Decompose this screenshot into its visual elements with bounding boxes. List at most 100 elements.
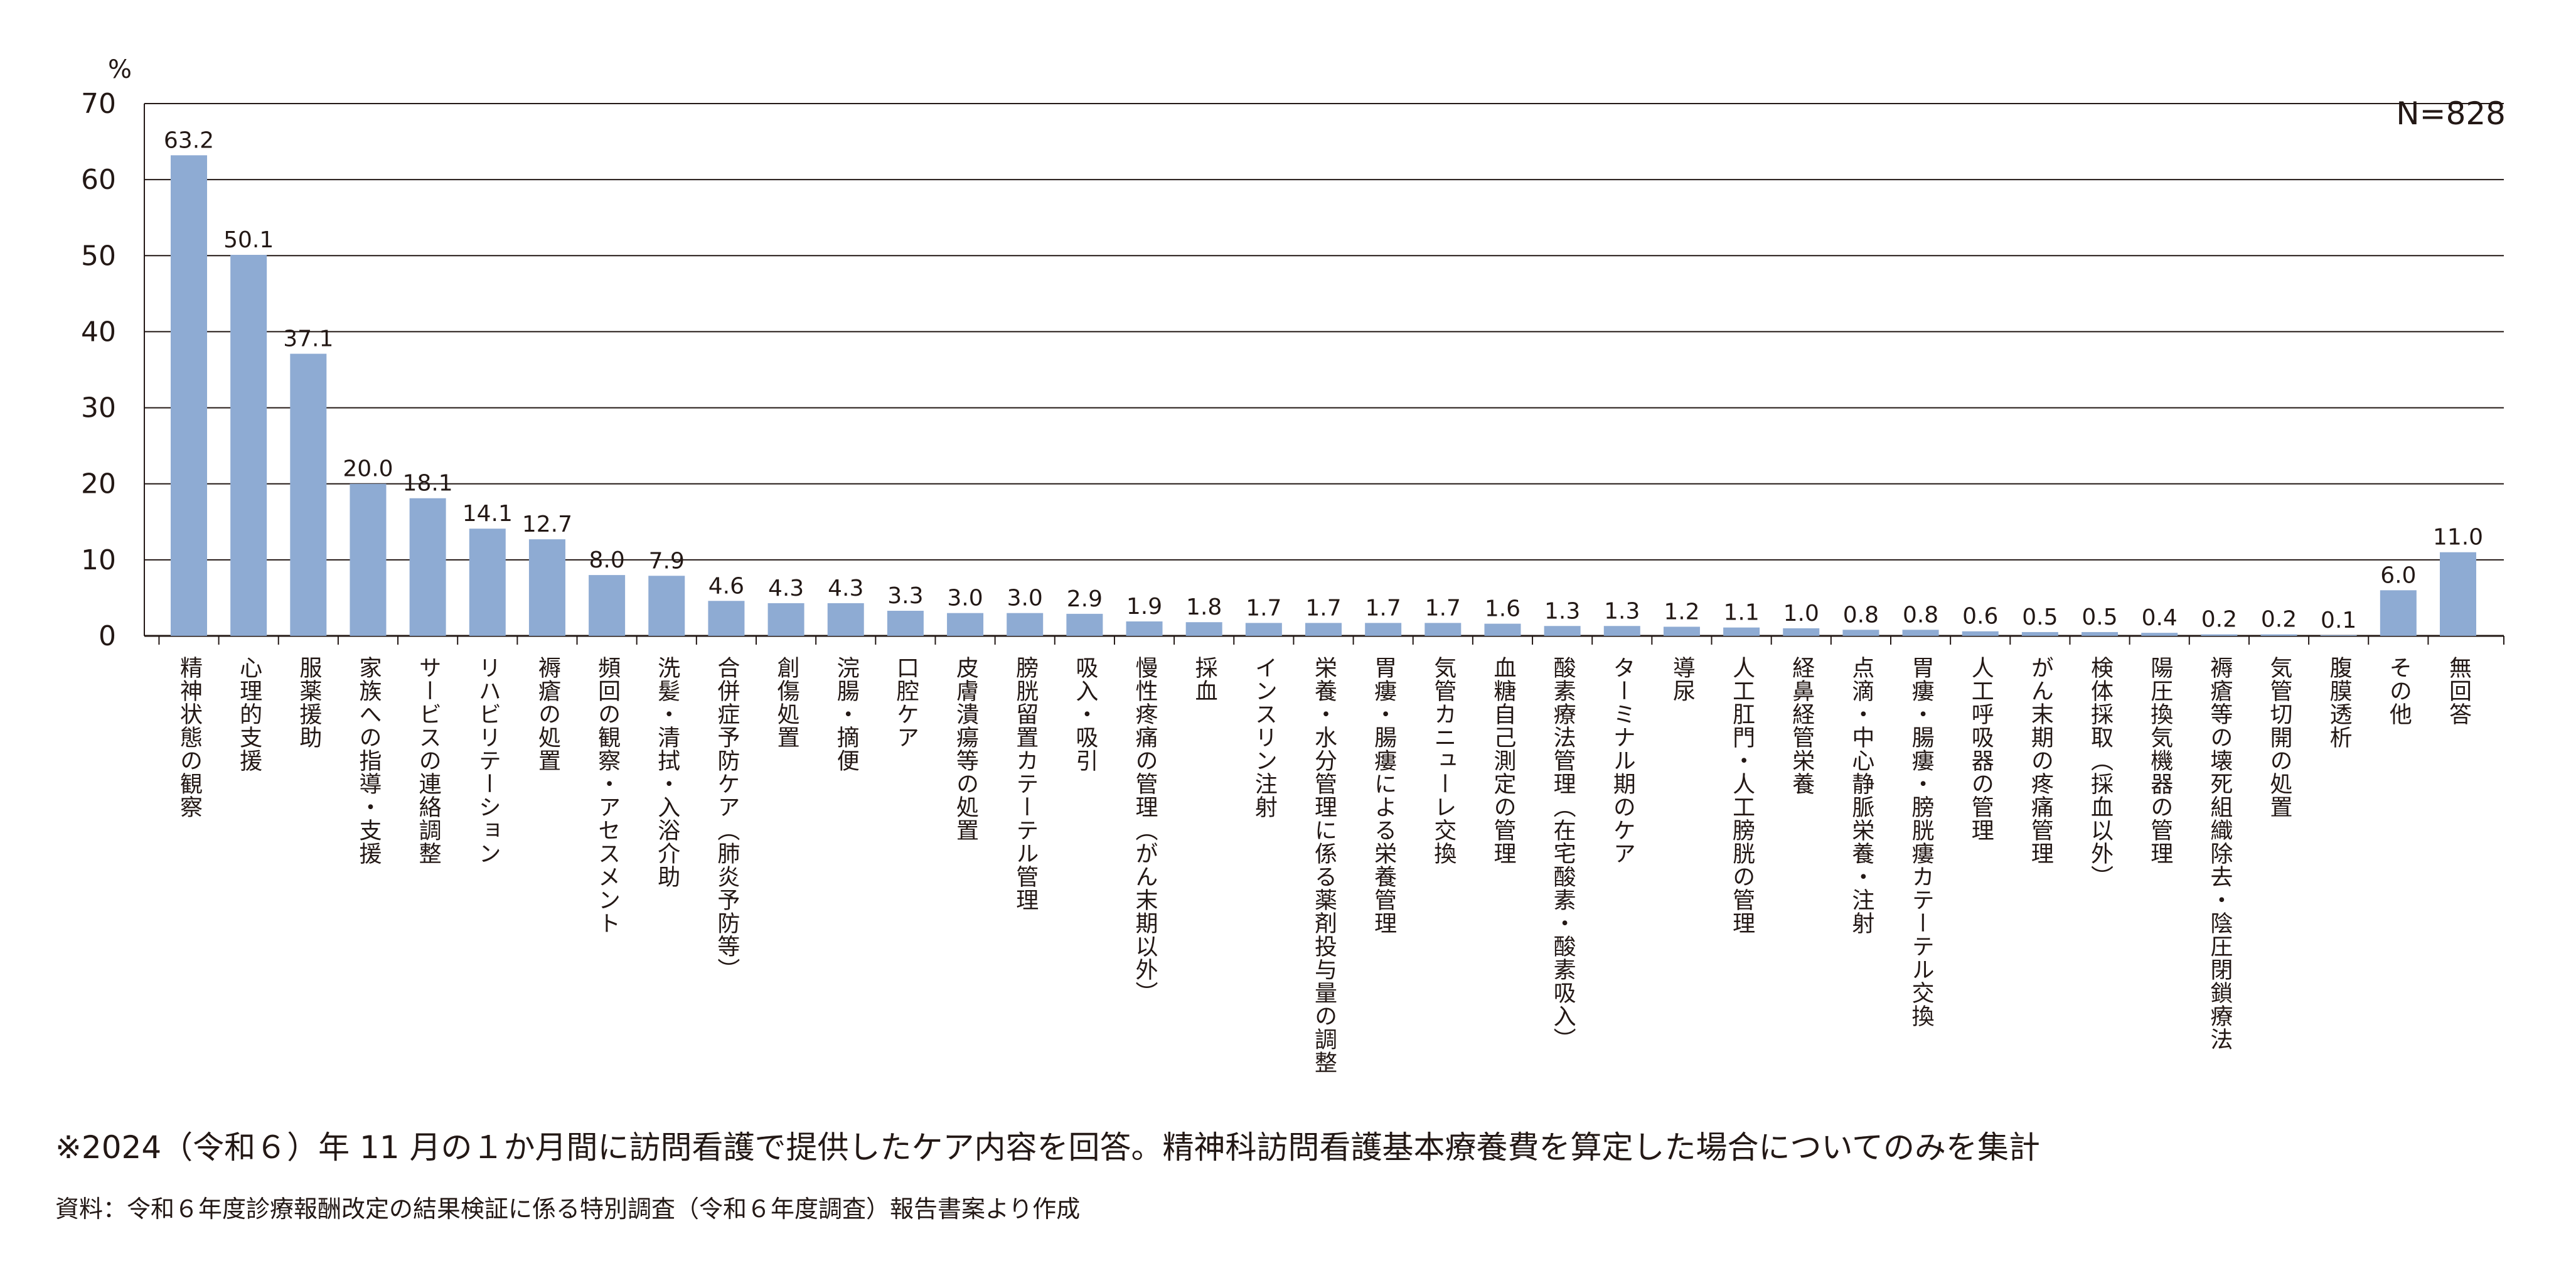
x-tick-label: リハビリテーション (474, 656, 501, 865)
x-tick-label: 導尿 (1669, 656, 1695, 702)
x-tick-label: 人工呼吸器の管理 (1967, 656, 1994, 842)
data-label: 3.3 (887, 583, 923, 609)
data-label: 4.3 (828, 576, 863, 601)
x-tick-label: 褥瘡等の壊死組織除去・陰圧閉鎖療法 (2206, 656, 2233, 1051)
data-label: 1.0 (1783, 601, 1819, 626)
data-label: 18.1 (403, 471, 453, 497)
data-label: 11.0 (2433, 525, 2483, 551)
data-label: 1.6 (1485, 596, 1520, 622)
footnote: ※2024（令和６）年 11 月の１か月間に訪問看護で提供したケア内容を回答。精… (55, 1129, 2041, 1166)
data-label: 0.4 (2142, 605, 2178, 631)
data-label: 12.7 (522, 512, 572, 537)
y-tick-label: 10 (81, 544, 116, 576)
x-tick-label: 家族への指導・支援 (355, 656, 382, 865)
x-tick-label: 慢性疼痛の管理（がん末期以外） (1131, 656, 1158, 1004)
bar (230, 255, 267, 636)
x-tick-label: 点滴・中心静脈栄養・注射 (1848, 656, 1874, 935)
x-tick-label: 栄養・水分管理に係る薬剤投与量の調整 (1311, 656, 1337, 1074)
x-tick-label: 検体採取（採血以外） (2087, 656, 2114, 888)
x-tick-label: 洗髪・清拭・入浴介助 (654, 656, 680, 888)
data-label: 1.1 (1723, 600, 1759, 626)
data-label: 1.9 (1126, 594, 1162, 620)
x-tick-label: 人工肛門・人工膀胱の管理 (1729, 656, 1755, 935)
bar (2021, 631, 2058, 636)
bar (171, 155, 207, 636)
x-tick-label: 血糖自己測定の管理 (1490, 656, 1516, 865)
data-label: 0.6 (1962, 604, 1998, 630)
bar (827, 603, 864, 636)
y-tick-label: 40 (81, 316, 116, 348)
bar (1723, 627, 1760, 636)
x-tick-label: 腹膜透析 (2326, 656, 2352, 749)
x-tick-label: その他 (2385, 656, 2412, 726)
x-tick-label: 口腔ケア (892, 656, 919, 749)
bar (1902, 630, 1939, 636)
x-tick-label: 気管切開の処置 (2266, 656, 2292, 819)
data-label: 3.0 (947, 586, 983, 611)
data-label: 0.8 (1903, 602, 1938, 628)
bar (947, 613, 984, 636)
bar (1245, 623, 1282, 636)
data-label: 37.1 (283, 326, 333, 352)
data-label: 4.6 (708, 573, 744, 599)
data-label: 1.7 (1425, 595, 1461, 621)
x-tick-label: 褥瘡の処置 (534, 656, 560, 772)
x-tick-label: がん末期の疼痛管理 (2027, 656, 2053, 865)
x-tick-label: 浣腸・摘便 (833, 656, 859, 772)
data-label: 1.7 (1305, 595, 1341, 621)
bar (2260, 634, 2297, 636)
bar (1783, 628, 1820, 636)
data-label: 3.0 (1007, 586, 1043, 611)
bar (1544, 626, 1581, 636)
bar (1007, 613, 1044, 636)
bar (1424, 623, 1462, 636)
bar (1126, 621, 1163, 636)
bar (2082, 631, 2119, 636)
x-tick-label: 創傷処置 (773, 656, 799, 749)
x-tick-label: 陽圧換気機器の管理 (2147, 656, 2173, 865)
x-tick-label: 精神状態の観察 (176, 656, 202, 819)
x-tick-label: 服薬援助 (296, 656, 322, 749)
data-label: 2.9 (1067, 586, 1103, 612)
data-label: 0.2 (2201, 607, 2237, 633)
x-tick-label: 膀胱留置カテーテル管理 (1012, 656, 1039, 911)
bar (1185, 622, 1222, 636)
data-label: 8.0 (589, 547, 624, 573)
x-tick-label: 心理的支援 (236, 656, 262, 772)
x-tick-label: 合併症予防ケア（肺炎予防等） (713, 656, 740, 981)
x-tick-label: 酸素療法管理（在宅酸素・酸素吸入） (1549, 656, 1576, 1051)
bar (1305, 623, 1342, 636)
sample-size-annotation: N=828 (2396, 95, 2506, 132)
bar (767, 603, 804, 636)
data-label: 4.3 (768, 576, 804, 601)
bar (708, 601, 745, 636)
bar (648, 576, 685, 636)
bar (1962, 631, 1999, 636)
bar (2201, 634, 2238, 636)
bar (2320, 635, 2357, 636)
source-note: 資料：令和６年度診療報酬改定の結果検証に係る特別調査（令和６年度調査）報告書案よ… (55, 1195, 1081, 1223)
data-label: 0.8 (1843, 602, 1879, 628)
y-tick-label: 0 (99, 620, 116, 652)
bar (1842, 630, 1879, 636)
x-tick-label: 皮膚潰瘍等の処置 (953, 656, 979, 842)
data-label: 0.1 (2321, 608, 2356, 633)
data-label: 63.2 (164, 127, 214, 153)
x-tick-label: 気管カニューレ交換 (1430, 656, 1456, 865)
x-tick-label: 胃瘻・腸瘻による栄養管理 (1371, 656, 1397, 935)
data-label: 6.0 (2380, 562, 2416, 588)
data-label: 7.9 (649, 548, 685, 574)
y-tick-label: 70 (81, 88, 116, 120)
x-tick-label: 無回答 (2445, 656, 2471, 726)
data-label: 14.1 (462, 501, 513, 527)
bar (887, 611, 924, 636)
x-tick-label: インスリン注射 (1251, 656, 1277, 819)
bar (469, 529, 506, 636)
bar (350, 483, 387, 636)
data-label: 1.7 (1365, 595, 1401, 621)
y-tick-label: 50 (81, 240, 116, 272)
data-label: 1.8 (1186, 594, 1222, 620)
data-label: 1.3 (1604, 598, 1640, 624)
y-tick-label: 60 (81, 164, 116, 196)
